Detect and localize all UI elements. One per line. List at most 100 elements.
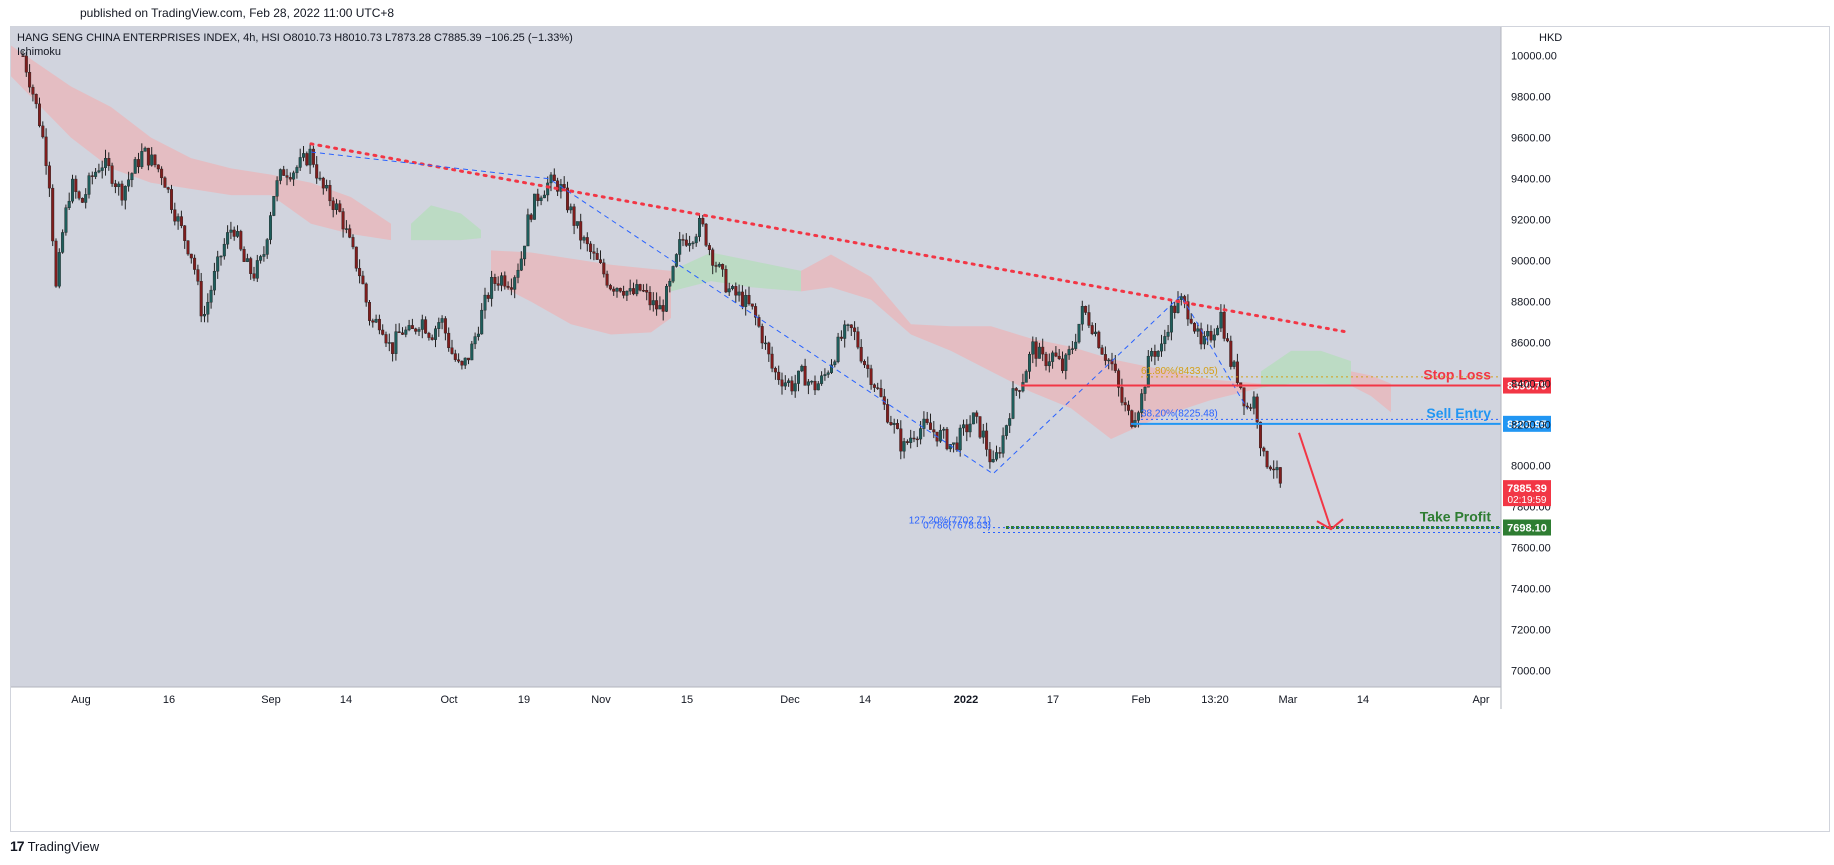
candle-down bbox=[1110, 359, 1114, 365]
candle-down bbox=[199, 281, 203, 317]
candle-up bbox=[793, 383, 797, 392]
candle-down bbox=[183, 225, 187, 241]
candle-down bbox=[41, 125, 45, 138]
candle-down bbox=[232, 229, 236, 237]
fib-label-3: 0.786(7678.83) bbox=[923, 520, 991, 531]
chart-frame[interactable]: Stop Loss Sell Entry Take Profit 61.80%(843… bbox=[10, 26, 1830, 832]
candle-up bbox=[404, 329, 408, 335]
candle-down bbox=[579, 221, 583, 241]
candle-down bbox=[638, 284, 642, 291]
candle-up bbox=[298, 157, 302, 168]
candle-down bbox=[1225, 338, 1229, 342]
candle-down bbox=[146, 147, 150, 166]
candle-down bbox=[1041, 346, 1045, 355]
candle-up bbox=[302, 153, 306, 158]
candle-up bbox=[123, 185, 127, 201]
candle-down bbox=[780, 379, 784, 387]
candle-up bbox=[582, 237, 586, 241]
candle-up bbox=[575, 221, 579, 226]
candle-up bbox=[694, 236, 698, 244]
candle-down bbox=[1258, 421, 1262, 449]
candle-up bbox=[1169, 305, 1173, 333]
candle-up bbox=[1107, 359, 1111, 362]
candle-up bbox=[942, 428, 946, 431]
candle-up bbox=[797, 370, 801, 384]
footer-brand[interactable]: 17 TradingView bbox=[10, 838, 99, 854]
candle-down bbox=[1173, 305, 1177, 313]
candle-down bbox=[1255, 396, 1259, 423]
candle-down bbox=[377, 318, 381, 331]
candle-down bbox=[592, 251, 596, 254]
candle-up bbox=[262, 254, 266, 257]
symbol-legend[interactable]: HANG SENG CHINA ENTERPRISES INDEX, 4h, H… bbox=[17, 32, 573, 44]
candle-down bbox=[602, 262, 606, 275]
candle-up bbox=[57, 252, 61, 287]
candle-up bbox=[995, 452, 999, 460]
candle-down bbox=[750, 303, 754, 307]
candle-up bbox=[61, 232, 65, 253]
candle-up bbox=[1004, 425, 1008, 436]
candle-down bbox=[905, 441, 909, 443]
y-tick-label: 7200.00 bbox=[1511, 625, 1551, 637]
candle-down bbox=[460, 361, 464, 366]
candle-up bbox=[549, 174, 553, 184]
candle-down bbox=[856, 331, 860, 348]
candle-up bbox=[919, 428, 923, 440]
candle-up bbox=[674, 254, 678, 267]
price-chart[interactable]: Stop Loss Sell Entry Take Profit 61.80%(843… bbox=[11, 27, 1831, 833]
candle-down bbox=[1014, 388, 1018, 391]
candle-up bbox=[87, 175, 91, 195]
take-profit-label: Take Profit bbox=[1420, 509, 1492, 525]
candle-down bbox=[757, 317, 761, 327]
candle-down bbox=[38, 103, 42, 127]
candle-up bbox=[991, 459, 995, 463]
candle-up bbox=[476, 333, 480, 337]
candle-up bbox=[97, 170, 101, 173]
candle-up bbox=[727, 288, 731, 293]
candle-down bbox=[1034, 341, 1038, 359]
candle-down bbox=[853, 327, 857, 332]
candle-down bbox=[179, 216, 183, 226]
candle-down bbox=[714, 265, 718, 267]
candle-down bbox=[113, 183, 117, 188]
last-price-text: 7885.39 bbox=[1507, 483, 1547, 495]
candle-down bbox=[169, 189, 173, 210]
candle-up bbox=[212, 271, 216, 291]
candle-down bbox=[915, 438, 919, 441]
candle-down bbox=[368, 302, 372, 321]
candle-down bbox=[1090, 325, 1094, 335]
candle-down bbox=[1060, 358, 1064, 371]
candle-up bbox=[615, 288, 619, 292]
y-tick-label: 8800.00 bbox=[1511, 297, 1551, 309]
candle-down bbox=[896, 423, 900, 429]
candle-up bbox=[1252, 396, 1256, 409]
y-tick-label: 7600.00 bbox=[1511, 543, 1551, 555]
candle-down bbox=[90, 175, 94, 177]
candle-down bbox=[410, 325, 414, 330]
candle-down bbox=[196, 269, 200, 282]
candle-up bbox=[269, 215, 273, 240]
candle-down bbox=[331, 200, 335, 210]
candle-down bbox=[80, 198, 84, 203]
candle-down bbox=[397, 331, 401, 333]
stop-loss-label: Stop Loss bbox=[1423, 367, 1491, 383]
candle-down bbox=[1044, 353, 1048, 367]
indicator-label[interactable]: Ichimoku bbox=[17, 46, 61, 58]
candle-up bbox=[938, 430, 942, 442]
x-tick-label: 16 bbox=[163, 694, 175, 706]
candle-up bbox=[318, 177, 322, 180]
candle-up bbox=[846, 324, 850, 326]
y-tick-label: 8400.00 bbox=[1511, 379, 1551, 391]
candle-up bbox=[94, 171, 98, 177]
candle-down bbox=[1126, 404, 1130, 411]
x-tick-label: Oct bbox=[440, 694, 457, 706]
candle-up bbox=[176, 216, 180, 222]
candle-down bbox=[193, 257, 197, 270]
tradingview-logo-icon: 17 bbox=[10, 838, 25, 854]
candle-up bbox=[295, 167, 299, 174]
candle-down bbox=[381, 329, 385, 335]
candle-down bbox=[945, 428, 949, 450]
candle-up bbox=[833, 361, 837, 366]
candle-down bbox=[955, 442, 959, 451]
candle-down bbox=[839, 336, 843, 339]
